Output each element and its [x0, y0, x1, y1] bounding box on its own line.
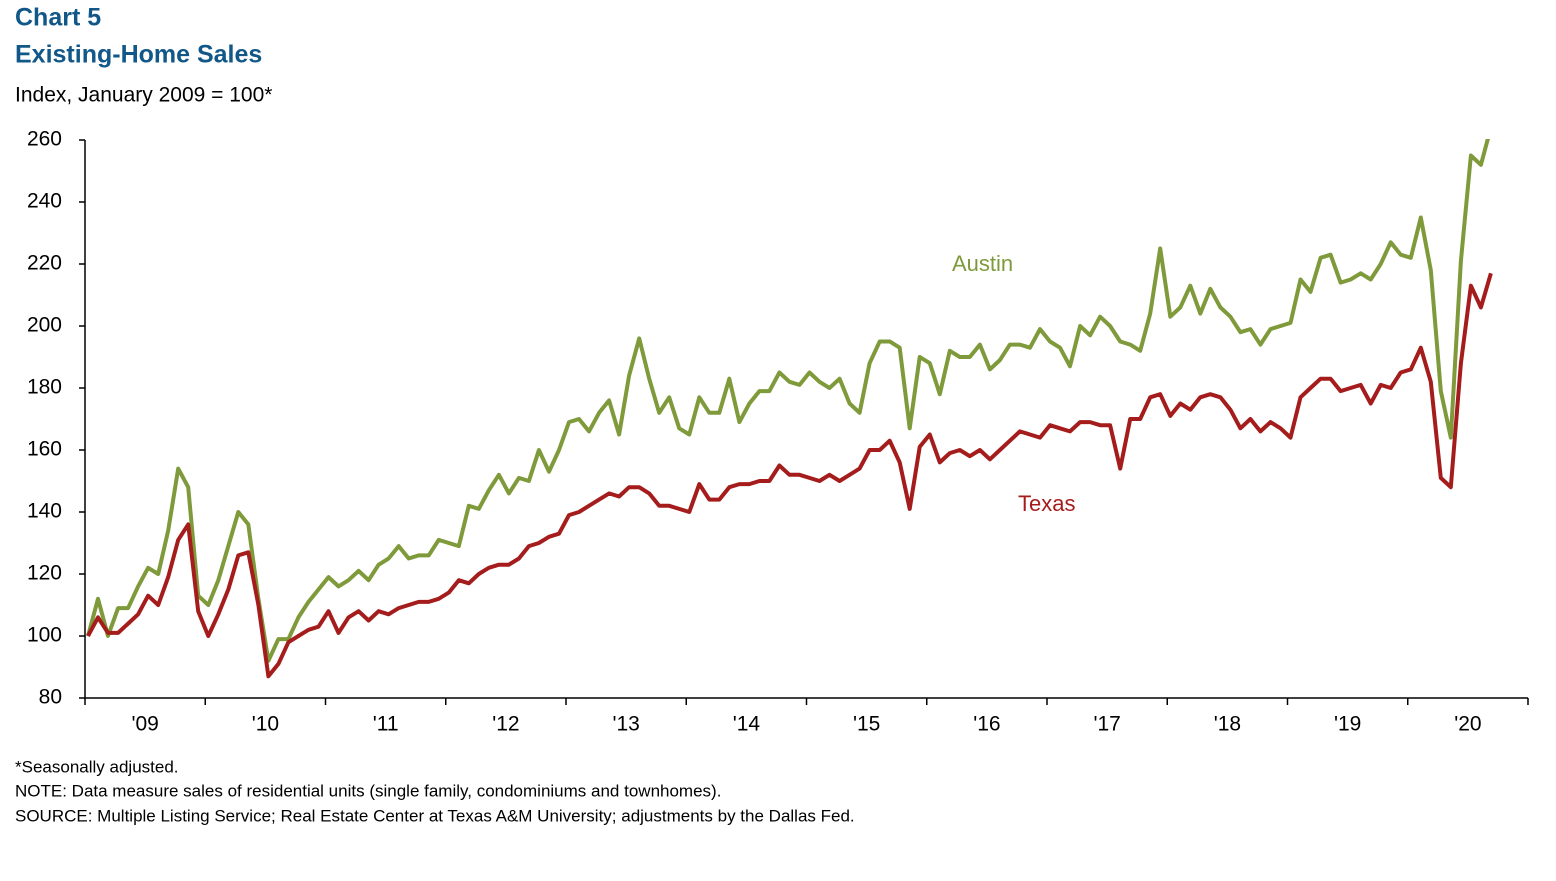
y-tick-label: 100 — [27, 624, 62, 647]
x-tick-label: '20 — [1454, 713, 1481, 736]
x-tick-label: '10 — [252, 713, 279, 736]
series-label: Texas — [1018, 491, 1075, 516]
x-tick-label: '14 — [733, 713, 761, 736]
line-series — [86, 272, 1493, 679]
y-axis-label: Index, January 2009 = 100* — [15, 84, 272, 107]
x-tick-label: '11 — [373, 713, 399, 736]
series-label: Austin — [952, 251, 1013, 276]
y-tick-label: 80 — [39, 686, 62, 709]
y-tick-label: 120 — [27, 562, 62, 585]
x-tick-label: '16 — [973, 713, 1000, 736]
y-tick-label: 240 — [27, 190, 62, 213]
x-tick-label: '12 — [492, 713, 519, 736]
plot-area — [86, 139, 1493, 679]
x-tick-label: '18 — [1214, 713, 1241, 736]
x-tick-label: '09 — [131, 713, 158, 736]
footnote: SOURCE: Multiple Listing Service; Real E… — [15, 806, 855, 825]
x-tick-label: '17 — [1093, 713, 1120, 736]
y-tick-label: 140 — [27, 500, 62, 523]
y-tick-label: 200 — [27, 314, 62, 337]
y-tick-label: 220 — [27, 252, 62, 275]
chart-subtitle: Existing-Home Sales — [15, 41, 262, 69]
y-tick-label: 260 — [27, 128, 62, 151]
x-tick-label: '13 — [612, 713, 639, 736]
y-tick-label: 180 — [27, 376, 62, 399]
chart-title: Chart 5 — [15, 4, 101, 32]
line-series — [86, 139, 1490, 663]
y-tick-label: 160 — [27, 438, 62, 461]
x-tick-label: '19 — [1334, 713, 1361, 736]
x-tick-label: '15 — [853, 713, 880, 736]
footnote: NOTE: Data measure sales of residential … — [15, 781, 721, 800]
footnote: *Seasonally adjusted. — [15, 757, 179, 776]
